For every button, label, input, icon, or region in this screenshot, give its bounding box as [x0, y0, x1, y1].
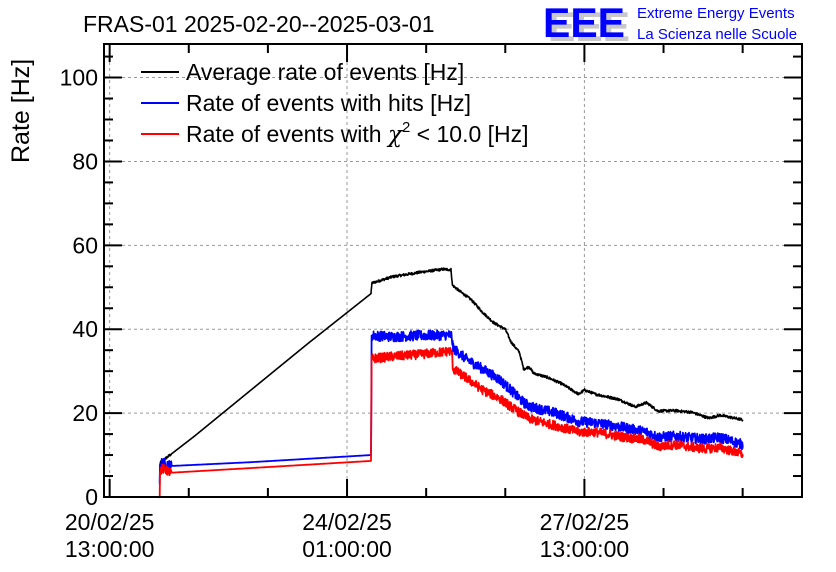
- chart-title: FRAS-01 2025-02-20--2025-03-01: [83, 11, 435, 37]
- y-tick-label: 40: [72, 316, 98, 342]
- y-tick-label: 80: [72, 148, 98, 174]
- x-tick-label-time: 01:00:00: [302, 536, 392, 562]
- series-line-2: [158, 329, 744, 485]
- eee-logo: EEE EEE Extreme Energy Events La Scienza…: [543, 0, 797, 50]
- axis-ticks: [104, 44, 802, 498]
- logo-mark-shadow: EEE: [548, 3, 630, 50]
- x-tick-label-date: 27/02/25: [540, 509, 630, 535]
- y-tick-label: 0: [85, 484, 98, 510]
- grid-lines: [104, 44, 802, 497]
- x-tick-labels: 20/02/2513:00:0024/02/2501:00:0027/02/25…: [65, 509, 629, 562]
- y-axis-label: Rate [Hz]: [7, 59, 35, 163]
- logo-mark: EEE: [543, 0, 625, 46]
- legend-label-1: Average rate of events [Hz]: [186, 59, 464, 85]
- logo-line2: La Scienza nelle Scuole: [637, 26, 797, 43]
- logo-line1: Extreme Energy Events: [637, 5, 795, 22]
- plot-frame: [103, 43, 803, 498]
- legend-label-2: Rate of events with hits [Hz]: [186, 90, 471, 116]
- series-line-3: [158, 346, 744, 499]
- x-tick-label-date: 20/02/25: [65, 509, 155, 535]
- x-tick-label-time: 13:00:00: [540, 536, 630, 562]
- x-tick-label-time: 13:00:00: [65, 536, 155, 562]
- legend-label-3: Rate of events with χ2 < 10.0 [Hz]: [186, 119, 529, 148]
- x-tick-label-date: 24/02/25: [302, 509, 392, 535]
- series-line-1: [158, 267, 744, 466]
- plot-border: [103, 43, 803, 498]
- y-tick-label: 20: [72, 400, 98, 426]
- y-tick-label: 60: [72, 232, 98, 258]
- series-group: [158, 267, 744, 499]
- y-tick-label: 100: [60, 65, 98, 91]
- y-tick-labels: 0 20 40 60 80 100: [60, 65, 98, 510]
- legend: Average rate of events [Hz] Rate of event…: [141, 59, 529, 148]
